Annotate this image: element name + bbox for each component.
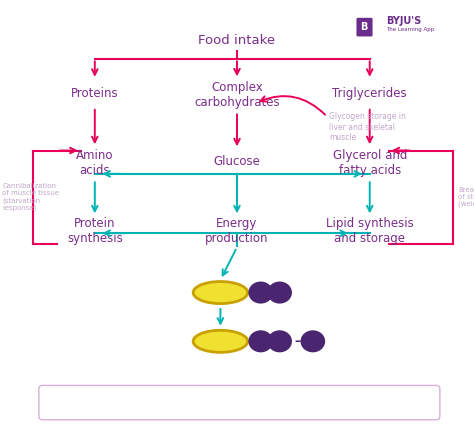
- Text: P: P: [309, 336, 317, 346]
- Ellipse shape: [193, 282, 247, 304]
- Text: Glucose: Glucose: [214, 156, 260, 168]
- Text: Complex
carbohydrates: Complex carbohydrates: [194, 81, 280, 109]
- Text: ATP: ATP: [209, 336, 232, 346]
- Text: –: –: [295, 335, 301, 348]
- Text: P: P: [257, 336, 264, 346]
- FancyBboxPatch shape: [39, 385, 440, 420]
- Text: BYJU'S: BYJU'S: [386, 16, 421, 26]
- Text: Anabolic reactions: Anabolic reactions: [296, 398, 386, 408]
- Text: Triglycerides: Triglycerides: [332, 87, 407, 100]
- Text: Proteins: Proteins: [71, 87, 118, 100]
- Circle shape: [248, 330, 273, 352]
- Text: P: P: [276, 336, 283, 346]
- Text: B: B: [360, 22, 368, 32]
- Text: Energy
production: Energy production: [205, 217, 269, 245]
- Text: Amino
acids: Amino acids: [76, 149, 114, 177]
- Circle shape: [267, 330, 292, 352]
- Circle shape: [248, 282, 273, 304]
- Text: Breakdown
of stored fat
(weight loss): Breakdown of stored fat (weight loss): [458, 187, 474, 207]
- Text: The Learning App: The Learning App: [386, 27, 435, 32]
- Text: Catabolic reactions: Catabolic reactions: [107, 398, 201, 408]
- Text: Glycerol and
fatty acids: Glycerol and fatty acids: [333, 149, 407, 177]
- Text: ADP: ADP: [208, 287, 233, 298]
- Circle shape: [267, 282, 292, 304]
- Text: Protein
synthesis: Protein synthesis: [67, 217, 123, 245]
- Text: Food intake: Food intake: [199, 34, 275, 47]
- Ellipse shape: [193, 330, 247, 352]
- Text: P: P: [257, 287, 264, 298]
- Text: Glycogen storage in
liver and skeletal
muscle: Glycogen storage in liver and skeletal m…: [329, 112, 406, 142]
- Text: Lipid synthesis
and storage: Lipid synthesis and storage: [326, 217, 414, 245]
- Text: Cannibalization
of muscle tissue
(starvation
response): Cannibalization of muscle tissue (starva…: [2, 183, 59, 211]
- FancyBboxPatch shape: [356, 18, 373, 36]
- Circle shape: [301, 330, 325, 352]
- Text: P: P: [276, 287, 283, 298]
